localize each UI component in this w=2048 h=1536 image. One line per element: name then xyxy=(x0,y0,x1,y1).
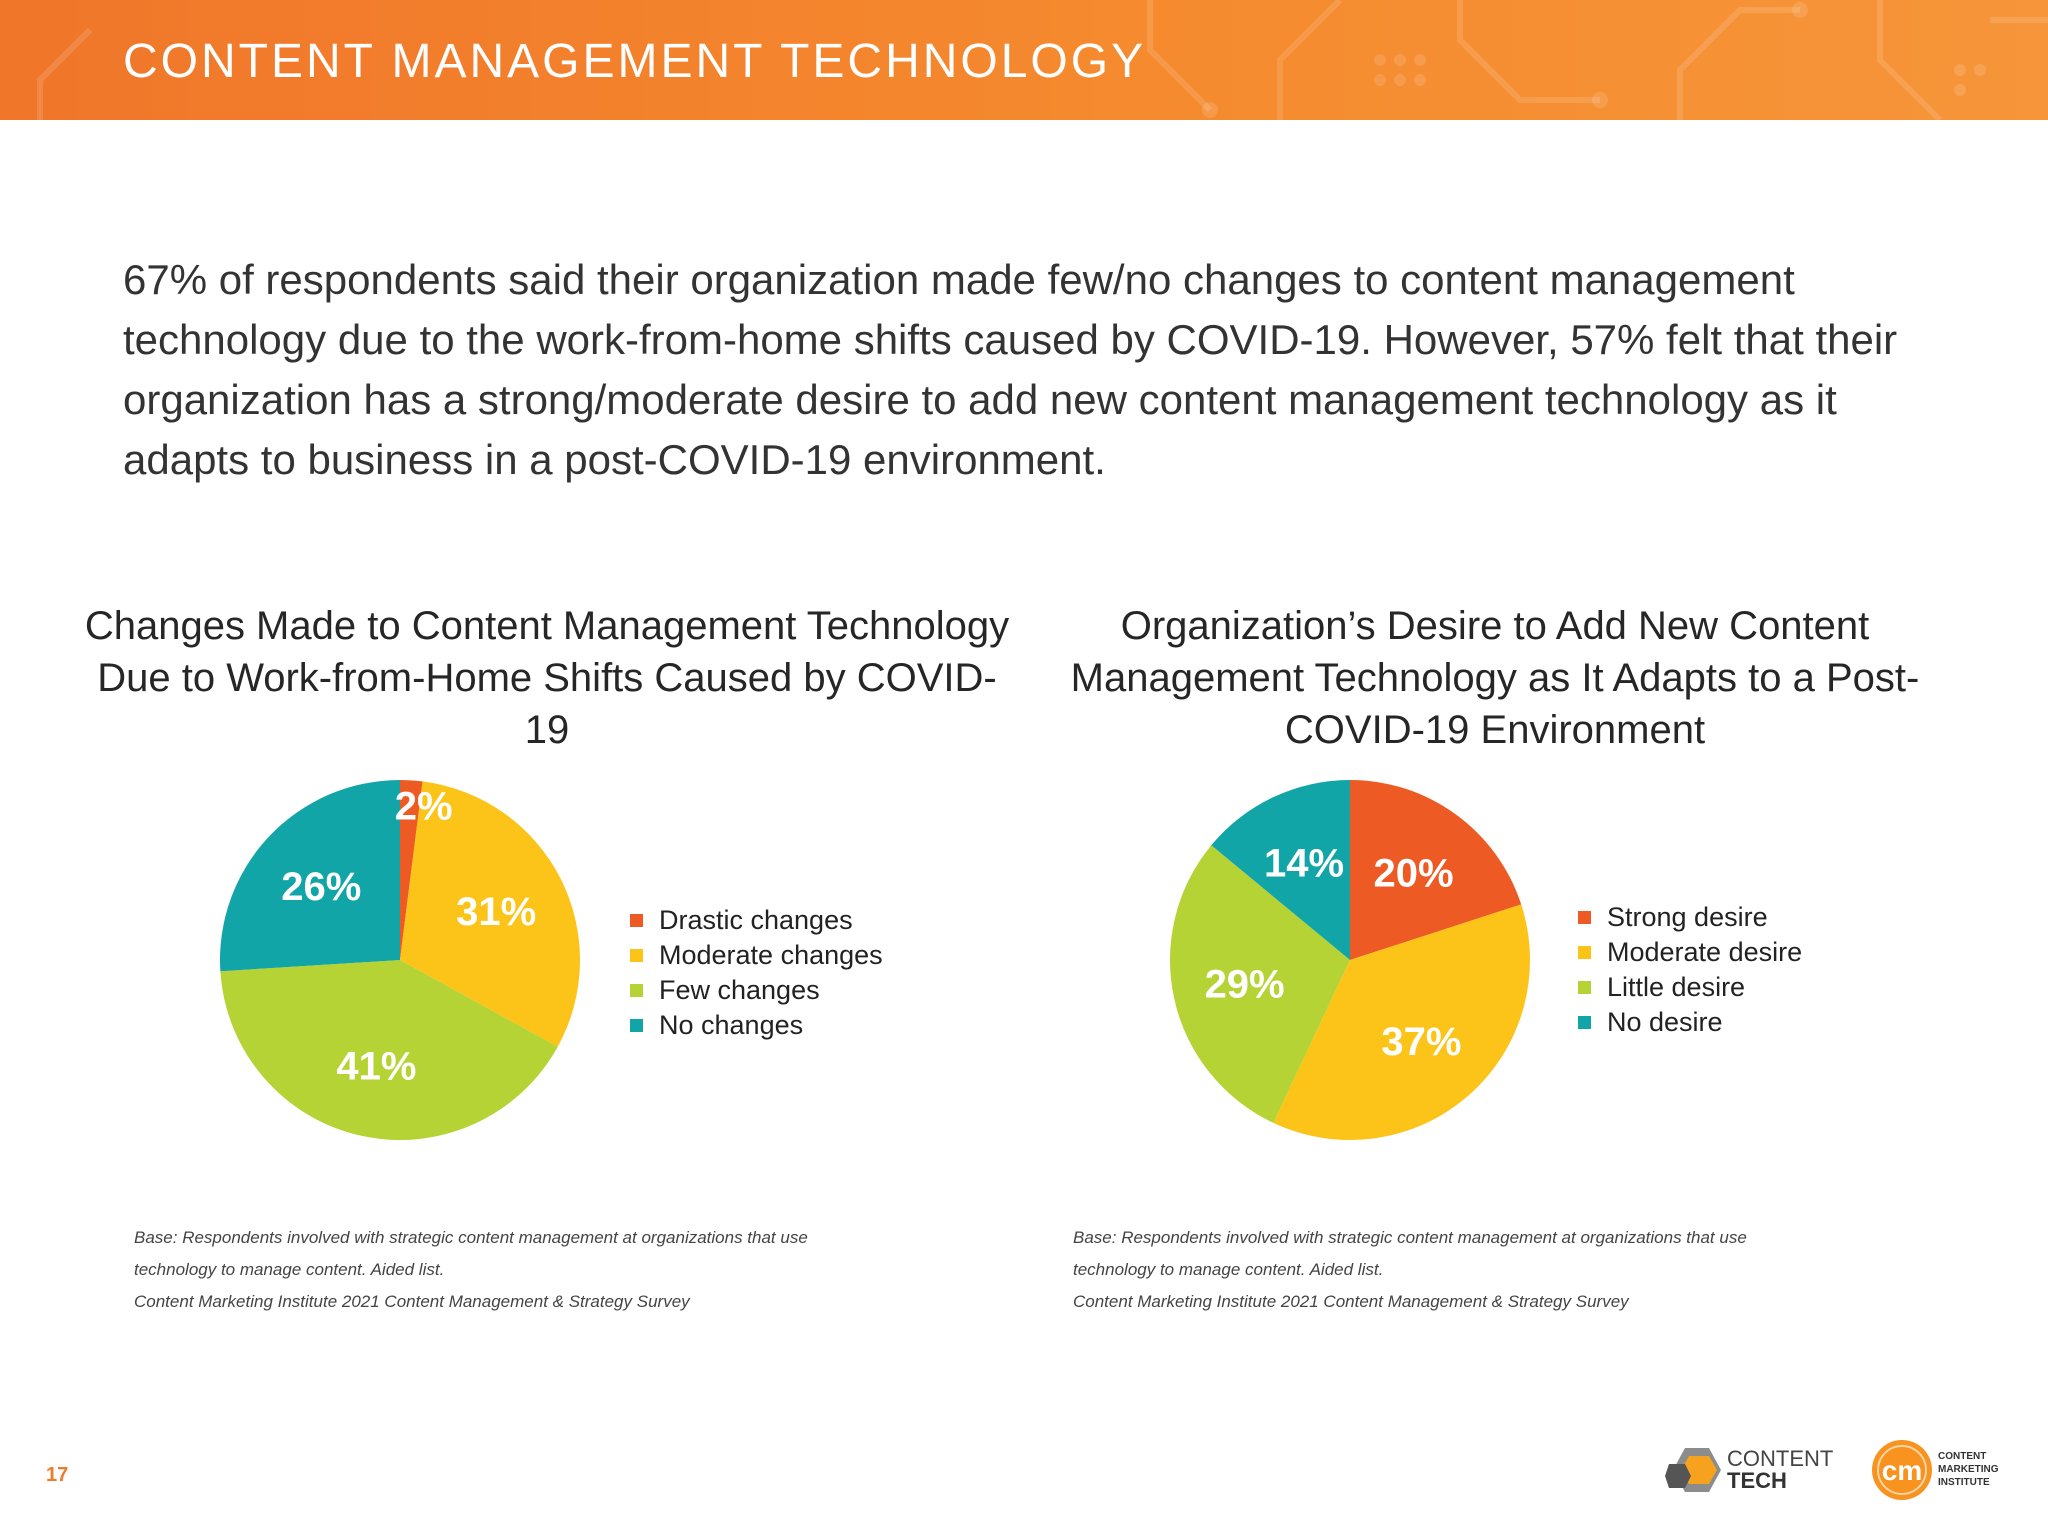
source-line: Content Marketing Institute 2021 Content… xyxy=(134,1292,690,1311)
pie-slice-strong-desire xyxy=(1350,780,1522,960)
intro-paragraph: 67% of respondents said their organizati… xyxy=(123,256,1898,483)
pie-slice-no-changes xyxy=(220,780,400,972)
source-note-changes: Base: Respondents involved with strategi… xyxy=(134,1222,1034,1318)
legend-changes: Drastic changes Moderate changes Few chang… xyxy=(630,903,883,1043)
source-note-desire: Base: Respondents involved with strategi… xyxy=(1073,1222,1973,1318)
contenttech-logo-line: TECH xyxy=(1727,1468,1787,1493)
pie-slice-moderate-desire xyxy=(1273,904,1530,1141)
legend-label: Few changes xyxy=(659,975,820,1005)
pie-data-label: 20% xyxy=(1373,852,1453,896)
pie-slice-few-changes xyxy=(220,960,558,1141)
legend-item: Little desire xyxy=(1578,970,1802,1005)
page-title: CONTENT MANAGEMENT TECHNOLOGY xyxy=(123,35,1147,88)
legend-label: No changes xyxy=(659,1010,804,1040)
pie-chart-desire: 20% 37% 29% 14% xyxy=(1169,780,1530,1141)
legend-item: No desire xyxy=(1578,1005,1802,1040)
pie-data-label: 26% xyxy=(281,865,361,909)
legend-swatch xyxy=(1578,981,1591,994)
contenttech-logo: CONTENT TECH xyxy=(1665,1442,1845,1502)
pie-data-label: 37% xyxy=(1381,1020,1461,1064)
cmi-logo-line: MARKETING xyxy=(1938,1464,1999,1475)
pie-data-label: 14% xyxy=(1264,841,1344,885)
legend-swatch xyxy=(630,914,643,927)
pie-slice-no-desire xyxy=(1211,780,1350,960)
legend-swatch xyxy=(630,949,643,962)
source-line: Content Marketing Institute 2021 Content… xyxy=(1073,1292,1629,1311)
cmi-logo-line: INSTITUTE xyxy=(1938,1477,1990,1488)
source-line: Base: Respondents involved with strategi… xyxy=(1073,1228,1747,1247)
chart-title-changes: Changes Made to Content Management Techn… xyxy=(84,604,1010,752)
source-line: technology to manage content. Aided list… xyxy=(1073,1260,1384,1279)
legend-label: Strong desire xyxy=(1607,902,1768,932)
legend-label: No desire xyxy=(1607,1007,1723,1037)
pie-data-label: 2% xyxy=(395,785,453,829)
pie-slice-little-desire xyxy=(1169,845,1350,1123)
pie-slice-drastic-changes xyxy=(400,780,423,960)
legend-swatch xyxy=(630,1019,643,1032)
hexagon-logo-icon xyxy=(1665,1448,1721,1492)
cmi-circle-icon: cm xyxy=(1872,1440,1932,1500)
legend-label: Moderate desire xyxy=(1607,937,1803,967)
legend-item: Moderate desire xyxy=(1578,935,1802,970)
pie-data-label: 29% xyxy=(1205,963,1285,1007)
cmi-logo: cm CONTENT MARKETING INSTITUTE xyxy=(1870,1438,2030,1506)
legend-item: Moderate changes xyxy=(630,938,883,973)
legend-swatch xyxy=(1578,1016,1591,1029)
legend-swatch xyxy=(1578,911,1591,924)
contenttech-logo-line: CONTENT xyxy=(1727,1446,1834,1471)
circuit-pattern xyxy=(37,0,2048,120)
legend-label: Moderate changes xyxy=(659,940,883,970)
legend-label: Little desire xyxy=(1607,972,1746,1002)
legend-swatch xyxy=(1578,946,1591,959)
source-line: technology to manage content. Aided list… xyxy=(134,1260,445,1279)
header-banner: CONTENT MANAGEMENT TECHNOLOGY xyxy=(0,0,2048,120)
cmi-logo-mark: cm xyxy=(1882,1455,1922,1486)
page-number: 17 xyxy=(46,1464,69,1486)
legend-item: Few changes xyxy=(630,973,883,1008)
pie-data-label: 31% xyxy=(456,890,536,934)
source-line: Base: Respondents involved with strategi… xyxy=(134,1228,808,1247)
pie-data-label: 41% xyxy=(336,1044,416,1088)
legend-item: Drastic changes xyxy=(630,903,883,938)
chart-title-desire: Organization’s Desire to Add New Content… xyxy=(1070,604,1920,752)
legend-item: No changes xyxy=(630,1008,883,1043)
legend-item: Strong desire xyxy=(1578,900,1802,935)
legend-swatch xyxy=(630,984,643,997)
pie-slice-moderate-changes xyxy=(400,781,581,1047)
pie-chart-changes: 2% 31% 41% 26% xyxy=(220,780,581,1141)
legend-desire: Strong desire Moderate desire Little desir… xyxy=(1578,900,1802,1040)
cmi-logo-line: CONTENT xyxy=(1938,1451,1987,1462)
legend-label: Drastic changes xyxy=(659,905,853,935)
